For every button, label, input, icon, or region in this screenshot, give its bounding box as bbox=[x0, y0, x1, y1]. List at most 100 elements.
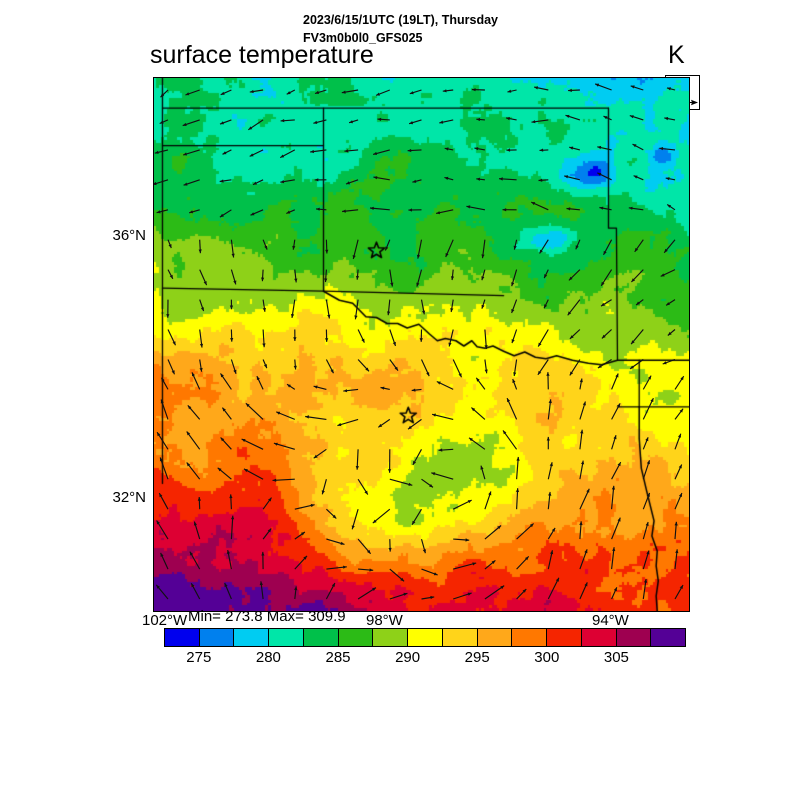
wind-vector-arrow-icon bbox=[166, 299, 170, 318]
valid-time-label: 2023/6/15/1UTC (19LT), Thursday bbox=[303, 13, 498, 27]
wind-vector-arrow-icon bbox=[384, 239, 391, 251]
wind-vector-arrow-icon bbox=[505, 117, 517, 121]
wind-vector-arrow-icon bbox=[156, 520, 169, 540]
wind-vector-arrow-icon bbox=[247, 119, 264, 131]
wind-vector-arrow-icon bbox=[256, 375, 264, 390]
wind-vector-arrow-icon bbox=[484, 585, 505, 600]
wind-vector-arrow-icon bbox=[666, 204, 676, 211]
wind-vector-arrow-icon bbox=[468, 437, 486, 450]
colorbar-tick-label: 275 bbox=[186, 649, 212, 666]
wind-vector-arrow-icon bbox=[262, 497, 272, 510]
wind-vector-arrow-icon bbox=[632, 143, 644, 151]
wind-vector-arrow-icon bbox=[436, 380, 454, 390]
wind-vector-arrow-icon bbox=[286, 209, 296, 215]
wind-vector-arrow-icon bbox=[420, 359, 430, 377]
wind-vector-arrow-icon bbox=[411, 388, 422, 392]
wind-vector-arrow-icon bbox=[665, 177, 676, 181]
wind-vector-arrow-icon bbox=[466, 205, 486, 211]
wind-vector-arrow-icon bbox=[199, 329, 204, 348]
wind-vector-arrow-icon bbox=[642, 578, 648, 600]
wind-vector-arrow-icon bbox=[566, 207, 580, 211]
wind-vector-arrow-icon bbox=[597, 172, 612, 181]
wind-vector-arrow-icon bbox=[389, 568, 405, 582]
wind-vector-arrow-icon bbox=[543, 299, 549, 309]
wind-vector-arrow-icon bbox=[502, 208, 517, 212]
wind-vector-arrow-icon bbox=[543, 269, 549, 279]
colorbar-tick-label: 290 bbox=[395, 649, 421, 666]
temperature-shading-layer bbox=[154, 78, 689, 611]
wind-vector-arrow-icon bbox=[630, 329, 644, 345]
wind-vector-arrow-icon bbox=[611, 435, 617, 450]
wind-vector-arrow-icon bbox=[224, 582, 232, 600]
wind-vector-arrow-icon bbox=[387, 299, 391, 316]
page-title: surface temperature bbox=[150, 41, 374, 69]
wind-vector-arrow-icon bbox=[294, 555, 308, 570]
wind-vector-arrow-icon bbox=[444, 147, 454, 151]
wind-vector-arrow-icon bbox=[416, 239, 423, 259]
wind-vector-arrow-icon bbox=[539, 239, 549, 254]
wind-vector-arrow-icon bbox=[226, 549, 232, 570]
wind-vector-arrow-icon bbox=[516, 588, 527, 600]
min-max-readout: Min= 273.8 Max= 309.9 bbox=[188, 608, 346, 625]
wind-vector-arrow-icon bbox=[352, 239, 359, 260]
wind-vector-arrow-icon bbox=[158, 492, 169, 510]
wind-vector-arrow-icon bbox=[249, 89, 264, 94]
wind-vector-arrow-icon bbox=[420, 299, 426, 315]
wind-vector-arrow-icon bbox=[357, 478, 369, 495]
wind-vector-arrow-icon bbox=[325, 239, 329, 254]
wind-vector-arrow-icon bbox=[516, 556, 530, 570]
wind-vector-arrow-icon bbox=[642, 375, 652, 390]
wind-vector-arrow-icon bbox=[579, 488, 590, 510]
wind-vector-arrow-icon bbox=[262, 528, 272, 540]
wind-vector-arrow-icon bbox=[539, 148, 549, 152]
wind-vector-arrow-icon bbox=[326, 508, 337, 519]
wind-vector-arrow-icon bbox=[326, 565, 347, 570]
wind-vector-arrow-icon bbox=[294, 531, 306, 540]
wind-vector-arrow-icon bbox=[674, 408, 684, 420]
wind-vector-arrow-icon bbox=[199, 359, 203, 372]
units-label: K bbox=[668, 41, 685, 69]
wind-vector-arrow-icon bbox=[674, 433, 682, 450]
wind-vector-arrow-icon bbox=[294, 269, 298, 283]
wind-vector-arrow-icon bbox=[280, 179, 295, 184]
wind-vector-arrow-icon bbox=[219, 119, 232, 125]
wind-vector-arrow-icon bbox=[294, 586, 298, 600]
wind-vector-arrow-icon bbox=[448, 329, 454, 347]
wind-vector-arrow-icon bbox=[321, 479, 327, 495]
wind-vector-arrow-icon bbox=[412, 449, 423, 466]
wind-vector-arrow-icon bbox=[372, 508, 391, 524]
wind-vector-arrow-icon bbox=[357, 329, 365, 343]
wind-vector-arrow-icon bbox=[159, 119, 169, 125]
wind-vector-arrow-icon bbox=[602, 239, 613, 256]
wind-vector-arrow-icon bbox=[411, 508, 422, 525]
wind-vector-arrow-icon bbox=[357, 359, 370, 372]
wind-vector-arrow-icon bbox=[156, 431, 169, 450]
wind-vector-arrow-icon bbox=[480, 465, 486, 480]
wind-vector-arrow-icon bbox=[290, 299, 296, 318]
wind-vector-arrow-icon bbox=[160, 377, 169, 390]
wind-vector-arrow-icon bbox=[611, 403, 621, 420]
wind-vector-arrow-icon bbox=[293, 329, 297, 342]
wind-vector-arrow-icon bbox=[230, 239, 235, 258]
wind-vector-arrow-icon bbox=[388, 539, 392, 552]
wind-vector-arrow-icon bbox=[452, 359, 463, 378]
wind-vector-arrow-icon bbox=[187, 405, 201, 420]
wind-vector-arrow-icon bbox=[453, 538, 470, 542]
wind-vector-arrow-icon bbox=[416, 269, 423, 287]
wind-vector-arrow-icon bbox=[420, 538, 426, 554]
wind-vector-arrow-icon bbox=[375, 89, 391, 96]
wind-vector-arrow-icon bbox=[313, 119, 327, 124]
wind-vector-arrow-icon bbox=[259, 581, 264, 600]
wind-vector-arrow-icon bbox=[665, 299, 676, 306]
wind-vector-arrow-icon bbox=[408, 119, 422, 125]
wind-vector-arrow-icon bbox=[642, 437, 649, 450]
wind-vector-arrow-icon bbox=[516, 523, 534, 540]
wind-vector-arrow-icon bbox=[533, 86, 549, 91]
wind-vector-arrow-icon bbox=[373, 176, 390, 181]
wind-vector-arrow-icon bbox=[421, 478, 434, 488]
wind-vector-arrow-icon bbox=[380, 386, 390, 390]
wind-vector-arrow-icon bbox=[579, 460, 585, 480]
map-panel[interactable] bbox=[153, 77, 690, 612]
wind-vector-arrow-icon bbox=[293, 359, 297, 370]
wind-vector-arrow-icon bbox=[664, 117, 676, 121]
